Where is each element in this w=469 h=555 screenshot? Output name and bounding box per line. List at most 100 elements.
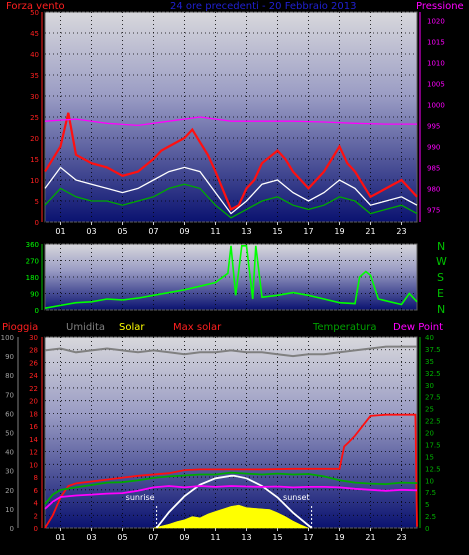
x-tick-label: 07 <box>148 533 158 542</box>
temperature-axis-tick: 10 <box>425 477 434 485</box>
series-temperatura <box>44 471 418 505</box>
chart-title: 24 ore precedenti - 20 Febbraio 2013 <box>170 1 357 12</box>
temperature-axis-tick: 2.5 <box>425 513 436 521</box>
compass-e: E <box>437 287 444 300</box>
pressure-axis-tick: 975 <box>427 206 440 214</box>
series-raffica-media <box>44 183 418 219</box>
direction-axis-tick: 360 <box>26 241 39 249</box>
sunset-annotation: sunset <box>283 493 310 502</box>
humidity-axis-tick: 40 <box>5 449 14 457</box>
wind-axis-tick: 15 <box>30 156 39 164</box>
series-dew-point <box>44 485 418 510</box>
direction-axis-tick: 90 <box>30 291 39 299</box>
compass-s: S <box>437 271 444 284</box>
rain-axis-tick: 8 <box>34 474 38 482</box>
temperature-axis-tick: 5 <box>425 501 429 509</box>
temperature-label: Temperatura <box>313 322 377 333</box>
solar-label: Solar <box>119 322 145 333</box>
x-tick-label: 11 <box>210 227 220 236</box>
rain-axis-tick: 6 <box>34 487 39 495</box>
rain-axis-tick: 24 <box>29 372 38 380</box>
temperature-axis-tick: 17.5 <box>425 441 441 449</box>
pressure-axis-tick: 985 <box>427 164 440 172</box>
sunrise-annotation: sunrise <box>126 493 155 502</box>
direction-axis-tick: 0 <box>35 307 39 315</box>
x-tick-label: 15 <box>272 533 282 542</box>
series-umidita <box>44 345 417 358</box>
x-tick-label: 19 <box>334 533 344 542</box>
dew-point-label: Dew Point <box>393 322 444 333</box>
pressure-label: Pressione <box>416 1 464 12</box>
rain-axis-tick: 2 <box>34 512 38 520</box>
temperature-axis-tick: 32.5 <box>425 370 441 378</box>
rain-axis-tick: 18 <box>29 410 38 418</box>
x-tick-label: 05 <box>117 533 127 542</box>
wind-axis-tick: 50 <box>30 9 39 17</box>
rain-axis-tick: 0 <box>34 525 38 533</box>
x-tick-label: 01 <box>55 227 65 236</box>
wind-axis-tick: 0 <box>35 219 39 227</box>
rain-label: Pioggia <box>2 322 39 333</box>
direction-axis-tick: 270 <box>26 258 39 266</box>
pressure-axis-tick: 980 <box>427 185 440 193</box>
temperature-axis-tick: 15 <box>425 453 434 461</box>
pressure-axis-tick: 990 <box>427 143 440 151</box>
x-tick-label: 09 <box>179 227 189 236</box>
direction-axis-tick: 180 <box>26 274 39 282</box>
humidity-axis-tick: 20 <box>5 487 14 495</box>
wind-axis-tick: 25 <box>30 114 39 122</box>
x-tick-label: 13 <box>241 533 251 542</box>
rain-axis-tick: 12 <box>29 449 38 457</box>
humidity-axis-tick: 50 <box>5 430 14 438</box>
rain-axis-tick: 30 <box>29 334 38 342</box>
temperature-axis-tick: 22.5 <box>425 418 441 426</box>
series-pressione <box>44 116 417 127</box>
x-tick-label: 05 <box>117 227 127 236</box>
humidity-axis-tick: 30 <box>5 468 14 476</box>
x-tick-label: 21 <box>365 227 375 236</box>
compass-n-top: N <box>437 240 446 253</box>
humidity-axis-tick: 100 <box>1 334 14 342</box>
rain-axis-tick: 4 <box>34 500 39 508</box>
humidity-axis-tick: 60 <box>5 410 14 418</box>
series-pioggia <box>44 413 418 529</box>
humidity-axis-tick: 70 <box>5 391 14 399</box>
wind-speed-label: Forza vento <box>6 1 65 12</box>
x-tick-label: 15 <box>272 227 282 236</box>
pressure-axis-tick: 1015 <box>427 38 445 46</box>
rain-axis-tick: 26 <box>29 359 38 367</box>
compass-w: W <box>436 255 447 268</box>
temperature-axis-tick: 40 <box>425 334 434 342</box>
wind-axis-tick: 40 <box>30 51 39 59</box>
x-tick-label: 21 <box>365 533 375 542</box>
temperature-axis-tick: 20 <box>425 430 434 438</box>
plot-area-0 <box>44 11 418 223</box>
x-tick-label: 07 <box>148 227 158 236</box>
series-forza-vento <box>44 112 418 211</box>
x-tick-label: 23 <box>396 227 406 236</box>
temperature-axis-tick: 12.5 <box>425 465 441 473</box>
x-tick-label: 03 <box>86 227 96 236</box>
rain-axis-tick: 28 <box>29 347 38 355</box>
temperature-axis-tick: 7.5 <box>425 489 436 497</box>
rain-axis-tick: 20 <box>29 398 38 406</box>
temperature-axis-tick: 35 <box>425 358 434 366</box>
pressure-axis-tick: 1020 <box>427 17 445 25</box>
temperature-axis-tick: 37.5 <box>425 346 441 354</box>
temperature-axis-tick: 25 <box>425 406 434 414</box>
wind-axis-tick: 5 <box>35 198 39 206</box>
pressure-axis-tick: 1005 <box>427 80 445 88</box>
wind-axis-tick: 35 <box>30 72 39 80</box>
wind-axis-tick: 30 <box>30 93 39 101</box>
temperature-axis-tick: 30 <box>425 382 434 390</box>
wind-axis-tick: 10 <box>30 177 39 185</box>
wind-axis-tick: 20 <box>30 135 39 143</box>
series-wind-direction <box>44 245 418 309</box>
x-tick-label: 13 <box>241 227 251 236</box>
series-max-solar <box>155 474 313 529</box>
x-tick-label: 17 <box>303 227 313 236</box>
rain-axis-tick: 16 <box>29 423 38 431</box>
x-tick-label: 01 <box>55 533 65 542</box>
rain-axis-tick: 14 <box>29 436 38 444</box>
